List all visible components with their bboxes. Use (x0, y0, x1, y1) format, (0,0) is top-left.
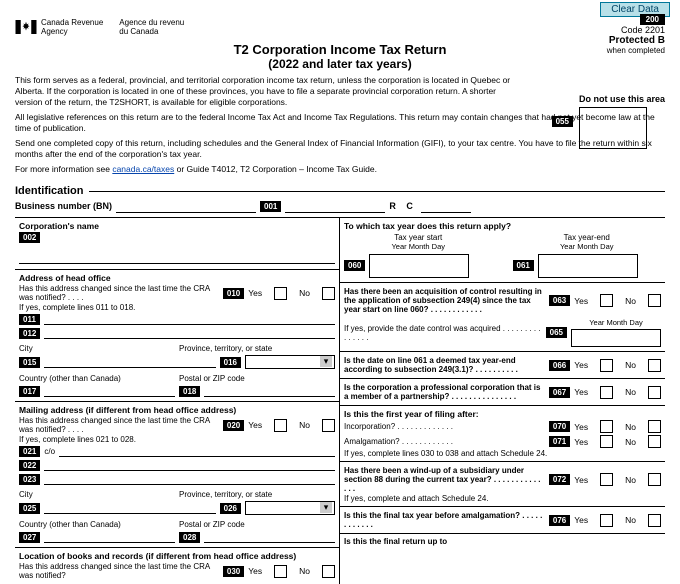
input-022[interactable] (44, 459, 335, 471)
when-completed: when completed (607, 46, 665, 55)
bn-input-1[interactable] (285, 199, 385, 213)
business-number-row: Business number (BN) 001 R C (0, 197, 680, 217)
chk-066-yes[interactable] (600, 359, 613, 372)
chk-072-no[interactable] (648, 473, 661, 486)
do-not-use-label: Do not use this area (579, 94, 665, 104)
chk-067-no[interactable] (648, 386, 661, 399)
input-021[interactable] (59, 445, 335, 457)
main-form-grid: Corporation's name 002 Address of head o… (15, 217, 665, 584)
chk-076-yes[interactable] (600, 514, 613, 527)
chk-072-yes[interactable] (600, 473, 613, 486)
input-012[interactable] (44, 327, 335, 339)
chk-076-no[interactable] (648, 514, 661, 527)
input-015[interactable] (44, 356, 215, 368)
agency-fr: Agence du revenudu Canada (119, 18, 184, 36)
form-header: Canada RevenueAgency Agence du revenudu … (0, 0, 680, 40)
chk-066-no[interactable] (648, 359, 661, 372)
chk-030-no[interactable] (322, 565, 335, 578)
date-060[interactable] (369, 254, 469, 278)
chk-010-no[interactable] (322, 287, 335, 300)
corp-name-label: Corporation's name (19, 221, 335, 231)
agency-en: Canada RevenueAgency (41, 18, 103, 36)
input-027[interactable] (44, 531, 175, 543)
chk-020-yes[interactable] (274, 419, 287, 432)
box-055-num: 055 (552, 116, 573, 127)
chk-010-yes[interactable] (274, 287, 287, 300)
chk-070-yes[interactable] (600, 420, 613, 433)
form-subtitle: (2022 and later tax years) (0, 57, 680, 71)
do-not-use-area: 055 Do not use this area (552, 94, 665, 149)
identification-header: Identification (0, 185, 680, 197)
chk-067-yes[interactable] (600, 386, 613, 399)
input-028[interactable] (204, 531, 335, 543)
chk-063-no[interactable] (648, 294, 661, 307)
chk-063-yes[interactable] (600, 294, 613, 307)
top-right-meta: 200 Code 2201 Protected B when completed (607, 14, 665, 55)
date-065[interactable] (571, 329, 661, 347)
num-001: 001 (260, 201, 281, 212)
chk-030-yes[interactable] (274, 565, 287, 578)
form-title: T2 Corporation Income Tax Return (0, 42, 680, 57)
chk-020-no[interactable] (322, 419, 335, 432)
date-061[interactable] (538, 254, 638, 278)
input-018[interactable] (204, 385, 335, 397)
dropdown-026[interactable] (245, 501, 335, 515)
chk-070-no[interactable] (648, 420, 661, 433)
input-023[interactable] (44, 473, 335, 485)
canada-flag-icon (15, 20, 37, 34)
chk-071-yes[interactable] (600, 435, 613, 448)
corp-name-input[interactable] (19, 252, 335, 264)
link-canada-taxes[interactable]: canada.ca/taxes (112, 164, 174, 174)
protected-label: Protected B (607, 35, 665, 46)
input-017[interactable] (44, 385, 175, 397)
form-code: Code 2201 (607, 25, 665, 35)
bn-input-2[interactable] (421, 199, 471, 213)
code-200: 200 (640, 14, 665, 25)
dropdown-016[interactable] (245, 355, 335, 369)
input-025[interactable] (44, 502, 215, 514)
input-011[interactable] (44, 313, 335, 325)
chk-071-no[interactable] (648, 435, 661, 448)
